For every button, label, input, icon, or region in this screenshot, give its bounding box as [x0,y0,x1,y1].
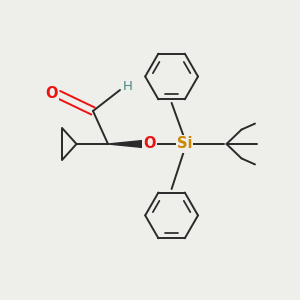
Text: O: O [46,85,58,100]
Polygon shape [108,140,147,148]
Text: H: H [123,80,132,94]
Text: O: O [143,136,155,152]
Text: Si: Si [177,136,192,152]
